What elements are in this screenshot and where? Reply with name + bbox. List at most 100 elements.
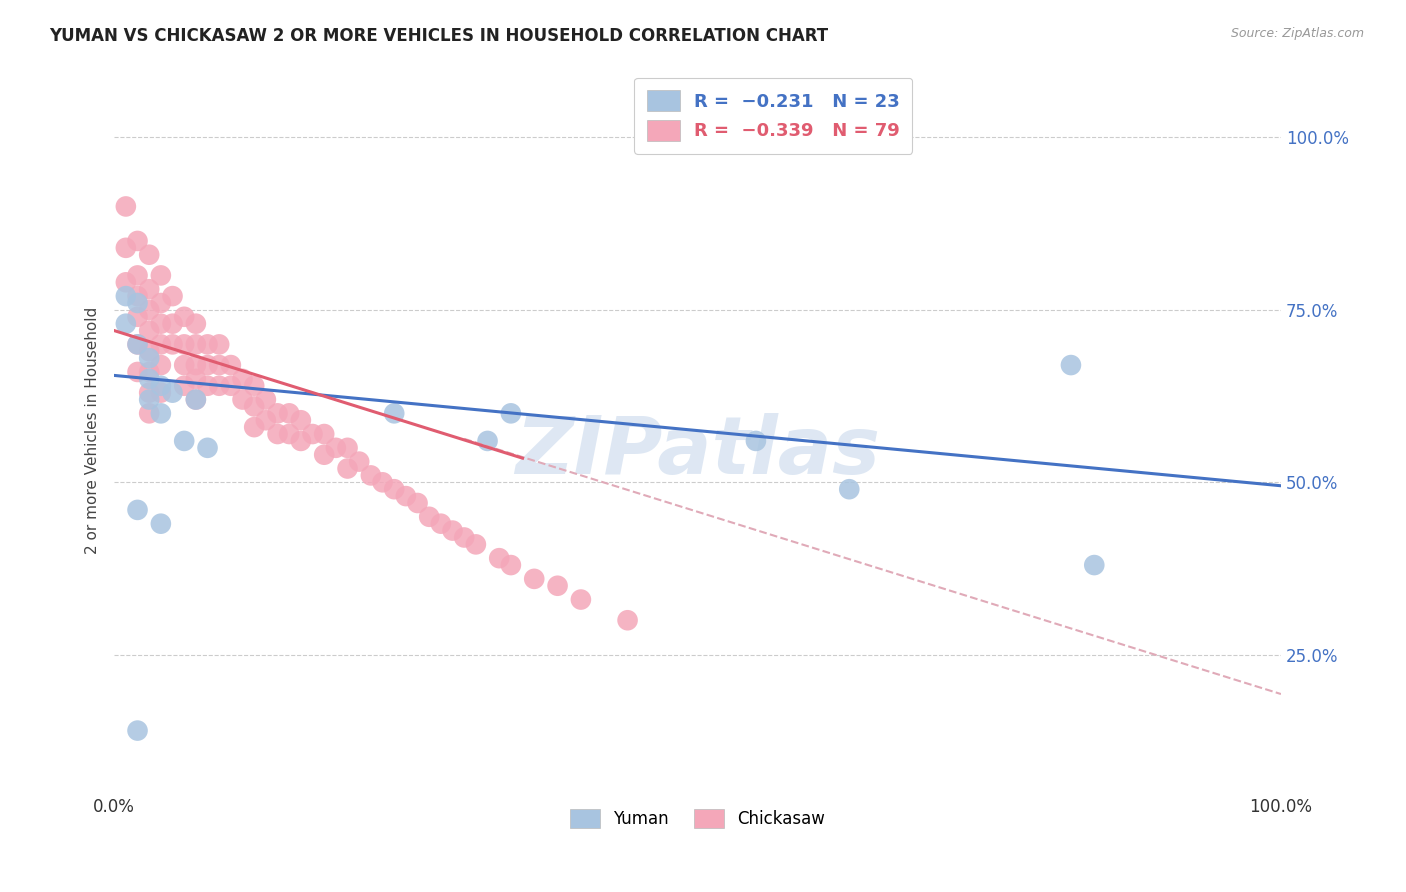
Point <box>184 372 207 386</box>
Point <box>162 337 184 351</box>
Point <box>184 337 207 351</box>
Point <box>838 482 860 496</box>
Point <box>127 365 149 379</box>
Point <box>406 496 429 510</box>
Point <box>127 234 149 248</box>
Point <box>115 241 138 255</box>
Point <box>149 317 172 331</box>
Point <box>499 406 522 420</box>
Point <box>314 448 336 462</box>
Point <box>382 406 405 420</box>
Point <box>336 441 359 455</box>
Point <box>173 358 195 372</box>
Point <box>290 434 312 448</box>
Point <box>371 475 394 490</box>
Point <box>197 441 219 455</box>
Point <box>569 592 592 607</box>
Point <box>162 289 184 303</box>
Point <box>197 378 219 392</box>
Point <box>418 509 440 524</box>
Point <box>453 531 475 545</box>
Point <box>266 427 288 442</box>
Point <box>745 434 768 448</box>
Point <box>243 420 266 434</box>
Point <box>115 289 138 303</box>
Point <box>231 392 253 407</box>
Point <box>127 337 149 351</box>
Text: YUMAN VS CHICKASAW 2 OR MORE VEHICLES IN HOUSEHOLD CORRELATION CHART: YUMAN VS CHICKASAW 2 OR MORE VEHICLES IN… <box>49 27 828 45</box>
Point <box>162 385 184 400</box>
Point <box>325 441 347 455</box>
Point <box>197 337 219 351</box>
Point <box>115 275 138 289</box>
Point <box>266 406 288 420</box>
Point <box>138 248 160 262</box>
Point <box>138 406 160 420</box>
Point <box>149 358 172 372</box>
Legend: Yuman, Chickasaw: Yuman, Chickasaw <box>564 803 832 835</box>
Point <box>441 524 464 538</box>
Point <box>290 413 312 427</box>
Point <box>314 427 336 442</box>
Point <box>395 489 418 503</box>
Point <box>243 378 266 392</box>
Point <box>138 372 160 386</box>
Point <box>464 537 486 551</box>
Point <box>138 344 160 359</box>
Point <box>254 413 277 427</box>
Point <box>278 427 301 442</box>
Point <box>127 296 149 310</box>
Point <box>127 337 149 351</box>
Point <box>360 468 382 483</box>
Point <box>208 358 231 372</box>
Point <box>243 400 266 414</box>
Point <box>138 302 160 317</box>
Point <box>219 378 242 392</box>
Point <box>523 572 546 586</box>
Point <box>208 337 231 351</box>
Point <box>278 406 301 420</box>
Point <box>173 434 195 448</box>
Point <box>138 385 160 400</box>
Point <box>477 434 499 448</box>
Point <box>231 372 253 386</box>
Point <box>173 378 195 392</box>
Text: ZIPatlas: ZIPatlas <box>515 413 880 491</box>
Point <box>430 516 453 531</box>
Point <box>138 324 160 338</box>
Point <box>1083 558 1105 572</box>
Text: Source: ZipAtlas.com: Source: ZipAtlas.com <box>1230 27 1364 40</box>
Point <box>149 385 172 400</box>
Point <box>149 406 172 420</box>
Point <box>184 392 207 407</box>
Point <box>138 351 160 366</box>
Point <box>1060 358 1083 372</box>
Point <box>138 282 160 296</box>
Point <box>336 461 359 475</box>
Point <box>162 317 184 331</box>
Point <box>115 317 138 331</box>
Point <box>127 310 149 324</box>
Point <box>149 378 172 392</box>
Point <box>616 613 638 627</box>
Point <box>149 268 172 283</box>
Point <box>115 199 138 213</box>
Point <box>149 516 172 531</box>
Point <box>127 289 149 303</box>
Point <box>382 482 405 496</box>
Point <box>347 455 370 469</box>
Point <box>184 358 207 372</box>
Point <box>127 723 149 738</box>
Point <box>219 358 242 372</box>
Y-axis label: 2 or more Vehicles in Household: 2 or more Vehicles in Household <box>86 307 100 554</box>
Point <box>184 392 207 407</box>
Point <box>149 296 172 310</box>
Point <box>138 392 160 407</box>
Point <box>149 337 172 351</box>
Point <box>127 268 149 283</box>
Point <box>488 551 510 566</box>
Point <box>254 392 277 407</box>
Point <box>173 310 195 324</box>
Point <box>499 558 522 572</box>
Point <box>173 337 195 351</box>
